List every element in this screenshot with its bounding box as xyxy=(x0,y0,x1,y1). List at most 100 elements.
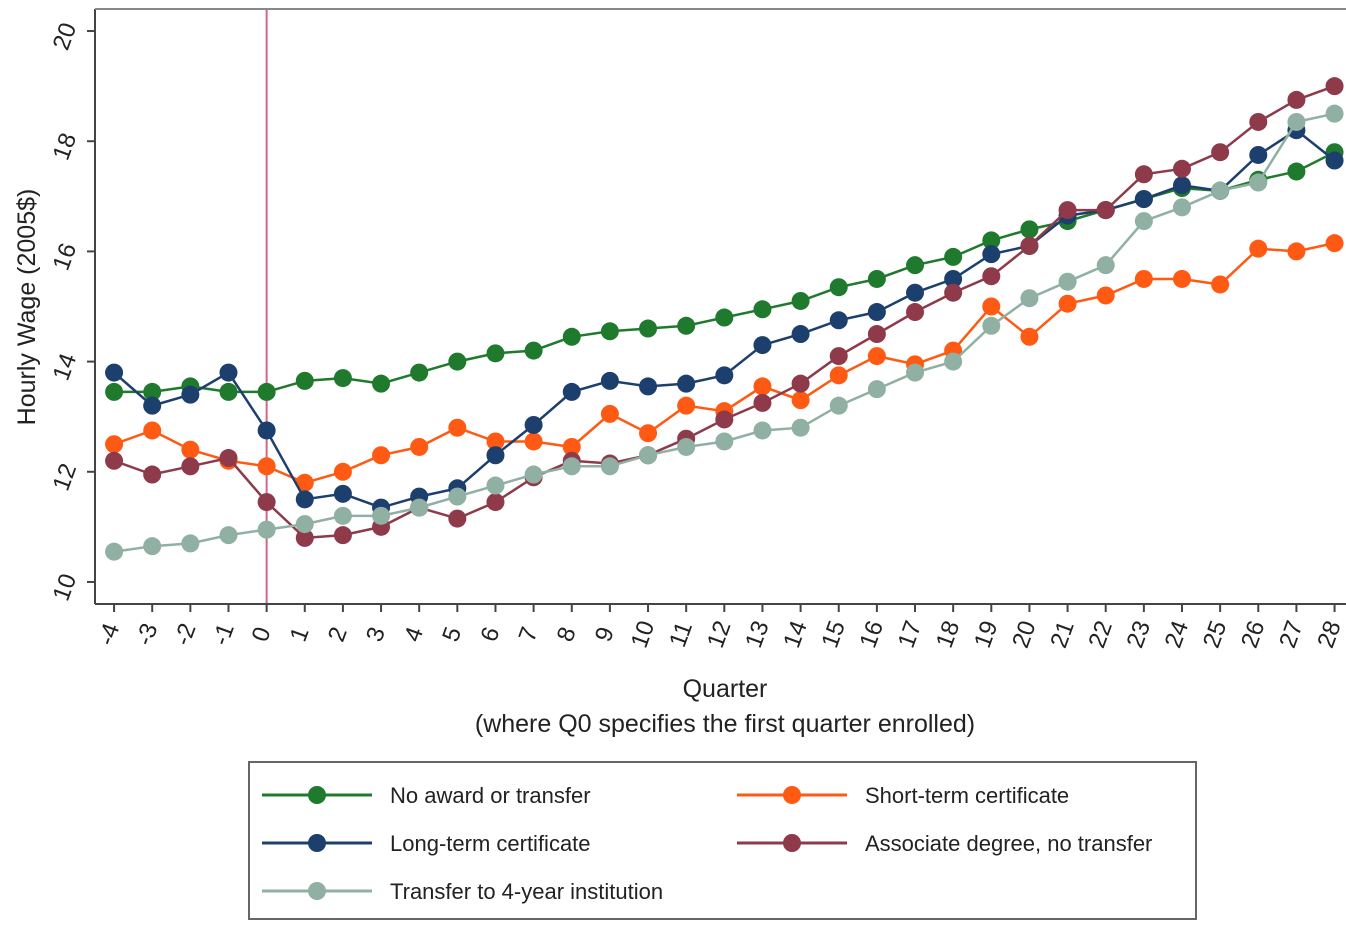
legend-label: Transfer to 4-year institution xyxy=(390,879,663,904)
data-point xyxy=(1020,327,1039,346)
legend-item: Long-term certificate xyxy=(262,831,591,856)
x-tick-label: 1 xyxy=(285,624,315,646)
data-point xyxy=(562,327,581,346)
data-point xyxy=(295,371,314,390)
x-tick-label: 18 xyxy=(931,617,966,651)
data-point xyxy=(219,526,238,545)
data-point xyxy=(1211,275,1230,294)
series-4 xyxy=(105,77,1344,547)
data-point xyxy=(1172,176,1191,195)
x-tick-label: 3 xyxy=(361,624,391,646)
data-point xyxy=(181,385,200,404)
data-point xyxy=(219,449,238,468)
data-point xyxy=(105,382,124,401)
data-point xyxy=(372,446,391,465)
data-point xyxy=(867,325,886,344)
data-point xyxy=(143,396,162,415)
legend-label: Short-term certificate xyxy=(865,783,1069,808)
data-point xyxy=(448,418,467,437)
data-point xyxy=(181,457,200,476)
y-tick-label: 12 xyxy=(48,460,83,494)
data-point xyxy=(448,509,467,528)
data-point xyxy=(906,256,925,275)
series-2 xyxy=(105,234,1344,492)
data-point xyxy=(1325,104,1344,123)
y-tick-label: 18 xyxy=(48,129,83,163)
data-point xyxy=(906,283,925,302)
data-point xyxy=(181,534,200,553)
data-point xyxy=(410,437,429,456)
legend: No award or transfer Short-term certifica… xyxy=(248,761,1197,920)
x-axis-title: Quarter xyxy=(683,675,768,703)
data-point xyxy=(333,526,352,545)
x-tick-label: 25 xyxy=(1198,617,1233,651)
data-point xyxy=(867,347,886,366)
data-point xyxy=(486,446,505,465)
data-point xyxy=(944,269,963,288)
x-tick-label: 17 xyxy=(893,617,928,651)
data-point xyxy=(1020,236,1039,255)
data-point xyxy=(639,319,658,338)
x-tick-label: -2 xyxy=(169,620,202,649)
data-point xyxy=(944,247,963,266)
data-point xyxy=(753,300,772,319)
data-point xyxy=(829,278,848,297)
data-point xyxy=(372,506,391,525)
data-point xyxy=(791,374,810,393)
x-tick-label: 23 xyxy=(1122,617,1157,651)
data-point xyxy=(906,363,925,382)
data-point xyxy=(867,303,886,322)
x-tick-label: 6 xyxy=(475,624,505,646)
data-point xyxy=(143,537,162,556)
data-point xyxy=(372,374,391,393)
data-point xyxy=(1287,242,1306,261)
data-point xyxy=(333,462,352,481)
y-axis-title: Hourly Wage (2005$) xyxy=(13,189,41,426)
data-point xyxy=(1172,159,1191,178)
data-point xyxy=(600,371,619,390)
legend-item: No award or transfer xyxy=(262,783,591,808)
data-point xyxy=(257,520,276,539)
data-point xyxy=(410,363,429,382)
x-tick-label: -1 xyxy=(207,620,240,649)
legend-item: Short-term certificate xyxy=(737,783,1069,808)
data-point xyxy=(295,515,314,534)
data-point xyxy=(1211,143,1230,162)
data-point xyxy=(829,347,848,366)
legend-swatch-marker xyxy=(783,834,801,852)
x-tick-label: 9 xyxy=(590,624,620,646)
data-point xyxy=(1287,162,1306,181)
data-point xyxy=(219,363,238,382)
data-point xyxy=(1096,256,1115,275)
data-point xyxy=(562,382,581,401)
x-tick-label: 15 xyxy=(816,617,851,651)
legend-label: No award or transfer xyxy=(390,783,591,808)
data-point xyxy=(1134,165,1153,184)
data-point xyxy=(639,446,658,465)
data-point xyxy=(1249,173,1268,192)
legend-item: Associate degree, no transfer xyxy=(737,831,1152,856)
x-tick-label: 28 xyxy=(1312,617,1346,651)
data-point xyxy=(486,493,505,512)
data-point xyxy=(753,336,772,355)
data-point xyxy=(295,528,314,547)
data-point xyxy=(906,303,925,322)
x-tick-label: 26 xyxy=(1236,617,1271,651)
legend-swatch-marker xyxy=(308,834,326,852)
data-point xyxy=(105,451,124,470)
data-point xyxy=(829,366,848,385)
data-point xyxy=(1249,145,1268,164)
data-point xyxy=(982,231,1001,250)
x-tick-label: -3 xyxy=(131,620,164,649)
data-point xyxy=(1058,201,1077,220)
data-point xyxy=(1249,239,1268,258)
x-tick-label: 12 xyxy=(702,617,737,651)
x-tick-label: 5 xyxy=(437,624,467,646)
x-tick-label: 8 xyxy=(552,624,582,646)
data-point xyxy=(562,437,581,456)
data-point xyxy=(257,382,276,401)
data-point xyxy=(1325,234,1344,253)
data-point xyxy=(982,297,1001,316)
data-point xyxy=(1211,181,1230,200)
